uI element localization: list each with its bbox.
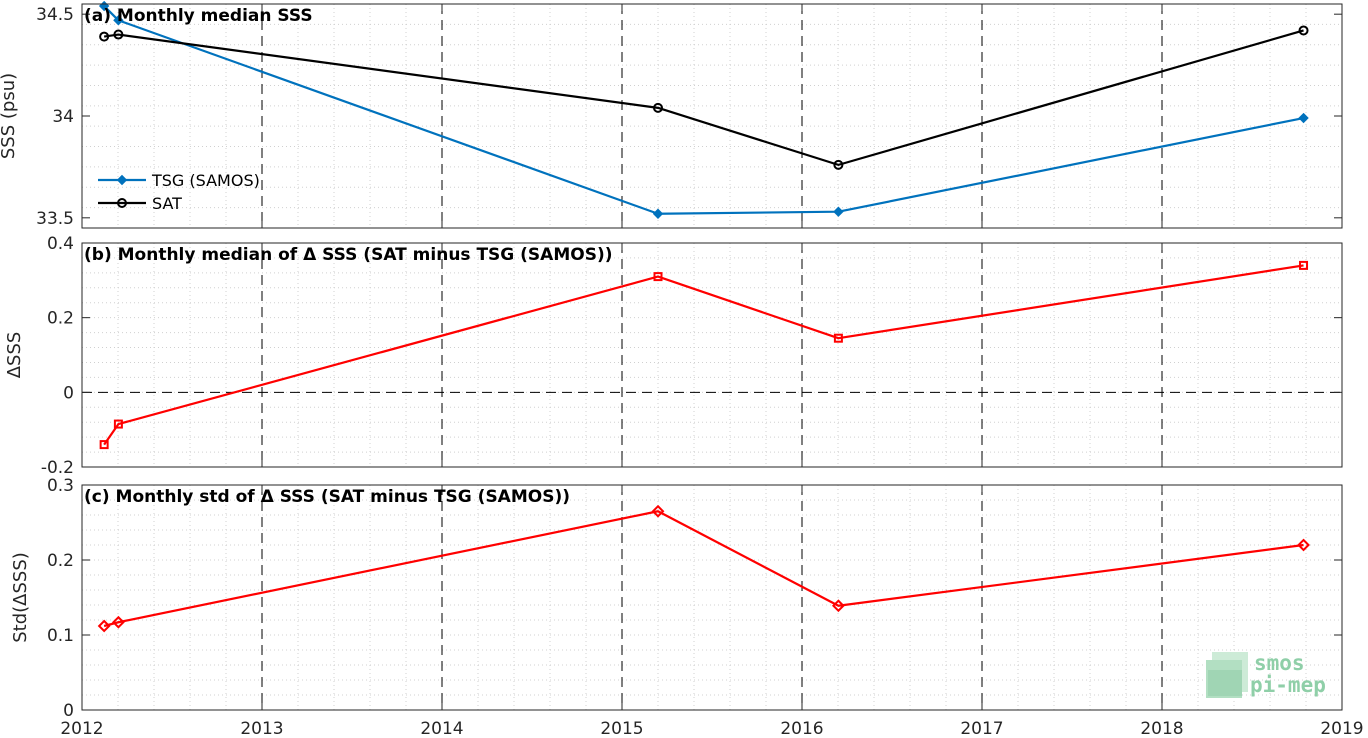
y-tick-label: 33.5 xyxy=(36,209,74,229)
minor-grid xyxy=(82,4,1342,228)
data-point xyxy=(113,419,123,429)
series-delta-0 xyxy=(99,260,1309,450)
data-point xyxy=(1297,538,1310,552)
panel-delta-sss: -0.2 0 0.2 0.4 ΔSSS (b) Monthly median of Δ S… xyxy=(4,234,1343,478)
series-delta-0 xyxy=(97,504,1310,633)
data-point xyxy=(113,29,124,40)
panel-title: (b) Monthly median of Δ SSS (SAT minus T… xyxy=(84,245,613,265)
smos-pimep-logo: smos pi-mep xyxy=(1206,651,1326,698)
panel-title: (c) Monthly std of Δ SSS (SAT minus TSG … xyxy=(84,487,570,507)
y-axis-label: SSS (psu) xyxy=(0,73,19,159)
x-tick-label: 2018 xyxy=(1140,719,1183,738)
logo-line1: smos xyxy=(1254,651,1305,675)
data-point xyxy=(833,333,843,343)
year-lines xyxy=(261,4,1163,228)
data-point xyxy=(833,159,844,170)
panel-title: (a) Monthly median SSS xyxy=(84,6,313,26)
data-point xyxy=(113,15,124,26)
series-sat xyxy=(99,25,1309,170)
axes-frame xyxy=(81,484,1343,711)
x-tick-label: 2015 xyxy=(600,719,643,738)
legend-marker xyxy=(117,198,127,208)
y-tick-label: 0.1 xyxy=(47,626,74,646)
data-point xyxy=(653,102,663,113)
logo-mark xyxy=(1206,652,1248,698)
minor-grid xyxy=(82,485,1342,710)
y-axis-label: Std(ΔSSS) xyxy=(10,552,31,643)
data-point xyxy=(111,615,125,629)
data-point xyxy=(99,31,110,42)
plot-area xyxy=(82,243,1342,467)
x-tick-label: 2017 xyxy=(960,719,1003,738)
x-tick-label: 2019 xyxy=(1320,719,1363,738)
legend-label: TSG (SAMOS) xyxy=(151,171,260,190)
axes-frame xyxy=(81,242,1343,468)
data-point xyxy=(653,272,663,282)
data-point xyxy=(831,599,845,613)
axes-frame xyxy=(81,3,1343,229)
legend: TSG (SAMOS) SAT xyxy=(98,171,260,213)
y-tick-label: 0.3 xyxy=(47,476,74,496)
y-axis: -0.2 0 0.2 0.4 xyxy=(41,234,1342,478)
y-tick-label: 0 xyxy=(63,701,74,721)
y-axis-label: ΔSSS xyxy=(4,332,25,379)
year-lines xyxy=(261,485,1163,710)
x-tick-label: 2016 xyxy=(780,719,823,738)
data-point xyxy=(97,619,111,633)
data-point xyxy=(1298,25,1309,36)
y-tick-label: 0.2 xyxy=(47,551,74,571)
y-axis: 33.5 34 34.5 xyxy=(36,5,1342,229)
minor-grid xyxy=(82,243,1342,467)
year-lines xyxy=(261,243,1163,467)
y-tick-label: 34 xyxy=(52,107,74,127)
plot-area xyxy=(82,4,1342,228)
panel-sss: 33.5 34 34.5 SSS (psu) (a) Monthly median SS… xyxy=(0,0,1343,229)
y-tick-label: -0.2 xyxy=(41,458,74,478)
data-point xyxy=(652,208,664,219)
x-tick-label: 2012 xyxy=(60,719,103,738)
plot-area xyxy=(82,485,1342,710)
data-point xyxy=(651,504,665,518)
panels: 33.5 34 34.5 SSS (psu) (a) Monthly median SS… xyxy=(0,0,1343,721)
data-point xyxy=(1298,112,1309,124)
legend-label: SAT xyxy=(152,194,182,213)
y-axis: 0 0.1 0.2 0.3 xyxy=(47,476,1342,721)
y-tick-label: 0.4 xyxy=(47,234,74,254)
data-point xyxy=(1299,260,1309,270)
logo-line2: pi-mep xyxy=(1250,673,1326,697)
y-tick-label: 0.2 xyxy=(47,309,74,329)
data-point xyxy=(833,206,844,217)
y-tick-label: 34.5 xyxy=(36,5,74,25)
x-tick-label: 2013 xyxy=(240,719,283,738)
series-line xyxy=(103,264,1304,446)
y-tick-label: 0 xyxy=(63,383,74,403)
panel-std-delta-sss: 0 0.1 0.2 0.3 Std(ΔSSS) (c) Monthly std of Δ … xyxy=(10,476,1343,721)
series-tsg-samos- xyxy=(98,0,1309,219)
x-axis: 2012 2013 2014 2015 2016 2017 2018 2019 xyxy=(60,719,1363,738)
data-point xyxy=(99,440,109,450)
legend-marker xyxy=(116,174,128,186)
x-tick-label: 2014 xyxy=(420,719,463,738)
